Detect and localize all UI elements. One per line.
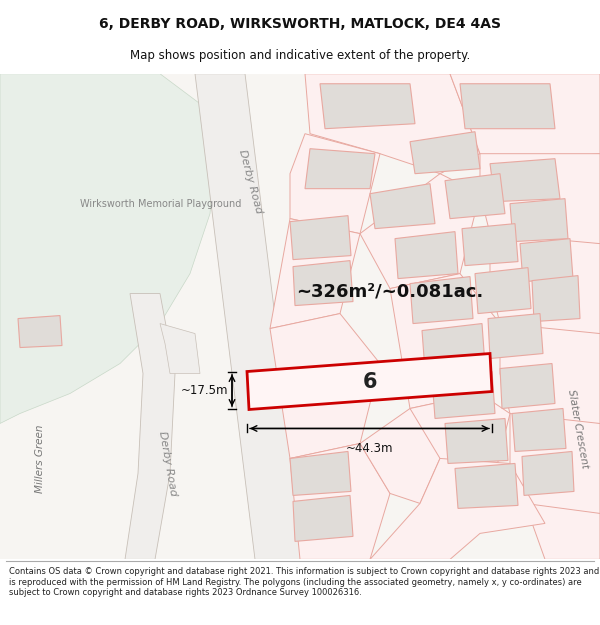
Polygon shape xyxy=(475,268,531,314)
Text: Wirksworth Memorial Playground: Wirksworth Memorial Playground xyxy=(80,199,241,209)
Polygon shape xyxy=(293,496,353,541)
Polygon shape xyxy=(500,324,600,431)
Text: Slater Crescent: Slater Crescent xyxy=(566,388,590,469)
Polygon shape xyxy=(445,419,508,464)
Polygon shape xyxy=(125,294,175,559)
Text: Map shows position and indicative extent of the property.: Map shows position and indicative extent… xyxy=(130,49,470,62)
Polygon shape xyxy=(270,314,380,459)
Text: Millers Green: Millers Green xyxy=(35,424,45,493)
Polygon shape xyxy=(460,84,555,129)
Polygon shape xyxy=(462,224,518,266)
Text: Derby Road: Derby Road xyxy=(236,149,263,215)
Polygon shape xyxy=(525,503,600,559)
Polygon shape xyxy=(160,324,200,374)
Polygon shape xyxy=(490,159,560,202)
Polygon shape xyxy=(432,371,495,419)
Polygon shape xyxy=(512,409,566,451)
Polygon shape xyxy=(488,314,543,359)
Text: Derby Road: Derby Road xyxy=(157,430,179,497)
Polygon shape xyxy=(370,459,545,559)
Polygon shape xyxy=(422,324,485,371)
Polygon shape xyxy=(0,74,215,424)
Polygon shape xyxy=(370,184,435,229)
Polygon shape xyxy=(500,364,555,409)
Polygon shape xyxy=(455,464,518,508)
Polygon shape xyxy=(360,174,480,289)
Polygon shape xyxy=(450,74,600,164)
Polygon shape xyxy=(395,232,458,279)
Polygon shape xyxy=(270,219,360,329)
Polygon shape xyxy=(290,444,390,559)
Polygon shape xyxy=(290,451,351,496)
Polygon shape xyxy=(480,154,600,249)
Polygon shape xyxy=(195,74,305,559)
Polygon shape xyxy=(520,239,573,282)
Polygon shape xyxy=(290,216,351,259)
Polygon shape xyxy=(490,234,600,344)
Polygon shape xyxy=(390,274,500,409)
Polygon shape xyxy=(360,409,440,503)
Polygon shape xyxy=(305,74,480,174)
Polygon shape xyxy=(532,276,580,321)
Polygon shape xyxy=(18,316,62,348)
Polygon shape xyxy=(510,199,568,242)
Polygon shape xyxy=(293,261,353,306)
Text: ~17.5m: ~17.5m xyxy=(181,384,228,397)
Text: 6, DERBY ROAD, WIRKSWORTH, MATLOCK, DE4 4AS: 6, DERBY ROAD, WIRKSWORTH, MATLOCK, DE4 … xyxy=(99,17,501,31)
Text: ~44.3m: ~44.3m xyxy=(346,442,393,456)
Polygon shape xyxy=(522,451,574,496)
Polygon shape xyxy=(320,84,415,129)
Polygon shape xyxy=(305,149,375,189)
Text: ~326m²/~0.081ac.: ~326m²/~0.081ac. xyxy=(296,282,484,301)
Text: 6: 6 xyxy=(362,371,377,391)
Polygon shape xyxy=(410,277,473,324)
Polygon shape xyxy=(510,414,600,523)
Polygon shape xyxy=(410,132,480,174)
Polygon shape xyxy=(247,354,492,409)
Text: Contains OS data © Crown copyright and database right 2021. This information is : Contains OS data © Crown copyright and d… xyxy=(9,568,599,597)
Polygon shape xyxy=(410,394,510,503)
Polygon shape xyxy=(445,174,505,219)
Polygon shape xyxy=(290,134,380,234)
